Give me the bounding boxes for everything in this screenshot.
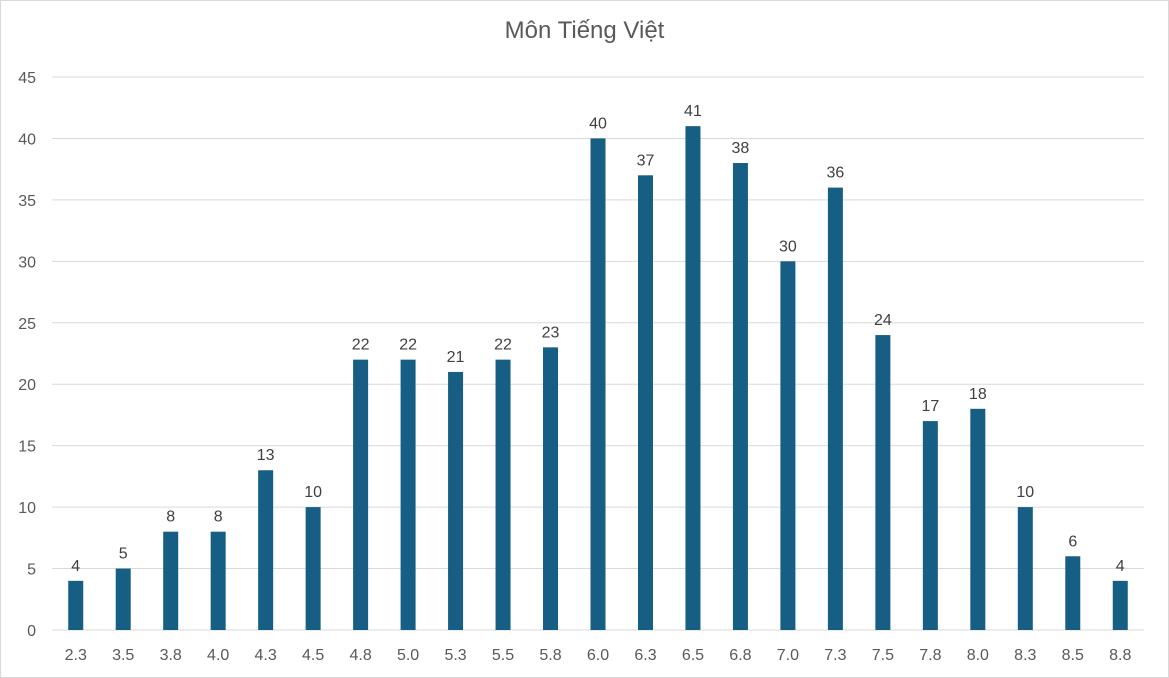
bar	[590, 138, 606, 630]
bar	[685, 126, 701, 631]
x-tick-label: 5.5	[492, 647, 514, 664]
x-tick-label: 4.3	[255, 647, 277, 664]
data-label: 30	[779, 238, 797, 255]
bar	[258, 470, 274, 630]
x-tick-label: 3.5	[112, 647, 134, 664]
data-label: 22	[352, 337, 370, 354]
bar	[163, 531, 179, 630]
chart-title: Môn Tiếng Việt	[504, 17, 665, 44]
bar	[115, 568, 131, 630]
bar	[353, 359, 369, 630]
bar	[1017, 507, 1033, 630]
y-tick-label: 10	[18, 500, 36, 517]
y-tick-label: 30	[18, 254, 36, 271]
bar	[448, 371, 464, 630]
x-tick-label: 6.8	[729, 647, 751, 664]
bar	[68, 580, 84, 630]
bar	[780, 261, 796, 630]
x-tick-label: 7.8	[919, 647, 941, 664]
bar	[1065, 556, 1081, 630]
bar	[495, 359, 511, 630]
x-tick-label: 7.0	[777, 647, 799, 664]
x-tick-label: 6.0	[587, 647, 609, 664]
data-label: 4	[71, 558, 80, 575]
data-label: 38	[732, 140, 750, 157]
x-tick-label: 4.8	[349, 647, 371, 664]
y-tick-label: 45	[18, 70, 36, 87]
data-label: 37	[637, 152, 655, 169]
y-tick-label: 20	[18, 377, 36, 394]
x-tick-label: 2.3	[65, 647, 87, 664]
bar	[637, 175, 653, 631]
y-tick-label: 35	[18, 193, 36, 210]
x-tick-label: 5.3	[444, 647, 466, 664]
bar	[400, 359, 416, 630]
data-label: 6	[1068, 533, 1077, 550]
data-label: 36	[826, 165, 844, 182]
x-tick-label: 8.5	[1062, 647, 1084, 664]
x-tick-label: 5.0	[397, 647, 419, 664]
bar	[543, 347, 559, 630]
bar	[970, 408, 986, 630]
data-label: 13	[257, 447, 275, 464]
x-tick-label: 4.5	[302, 647, 324, 664]
x-tick-label: 5.8	[539, 647, 561, 664]
data-label: 17	[921, 398, 939, 415]
data-label: 18	[969, 386, 987, 403]
bar	[827, 187, 843, 630]
x-tick-label: 8.3	[1014, 647, 1036, 664]
data-label: 4	[1116, 558, 1125, 575]
y-tick-label: 25	[18, 316, 36, 333]
data-label: 5	[119, 546, 128, 563]
data-label: 40	[589, 115, 607, 132]
data-label: 21	[447, 349, 465, 366]
x-tick-label: 7.3	[824, 647, 846, 664]
bar	[1112, 580, 1128, 630]
data-label: 41	[684, 103, 702, 120]
data-label: 8	[214, 509, 223, 526]
x-tick-label: 6.3	[634, 647, 656, 664]
x-tick-label: 7.5	[872, 647, 894, 664]
bar	[210, 531, 226, 630]
x-tick-label: 4.0	[207, 647, 229, 664]
x-tick-label: 3.8	[160, 647, 182, 664]
x-tick-label: 6.5	[682, 647, 704, 664]
data-label: 22	[399, 337, 417, 354]
data-label: 10	[304, 484, 322, 501]
y-tick-label: 15	[18, 439, 36, 456]
bar	[305, 507, 321, 630]
data-label: 22	[494, 337, 512, 354]
y-tick-label: 5	[27, 562, 36, 579]
y-tick-label: 0	[27, 623, 36, 640]
data-label: 8	[166, 509, 175, 526]
bar	[732, 163, 748, 630]
data-label: 24	[874, 312, 892, 329]
data-label: 23	[542, 324, 560, 341]
bar	[922, 421, 938, 630]
data-label: 10	[1016, 484, 1034, 501]
bar	[875, 335, 891, 630]
x-tick-label: 8.0	[967, 647, 989, 664]
y-tick-label: 40	[18, 131, 36, 148]
x-tick-label: 8.8	[1109, 647, 1131, 664]
